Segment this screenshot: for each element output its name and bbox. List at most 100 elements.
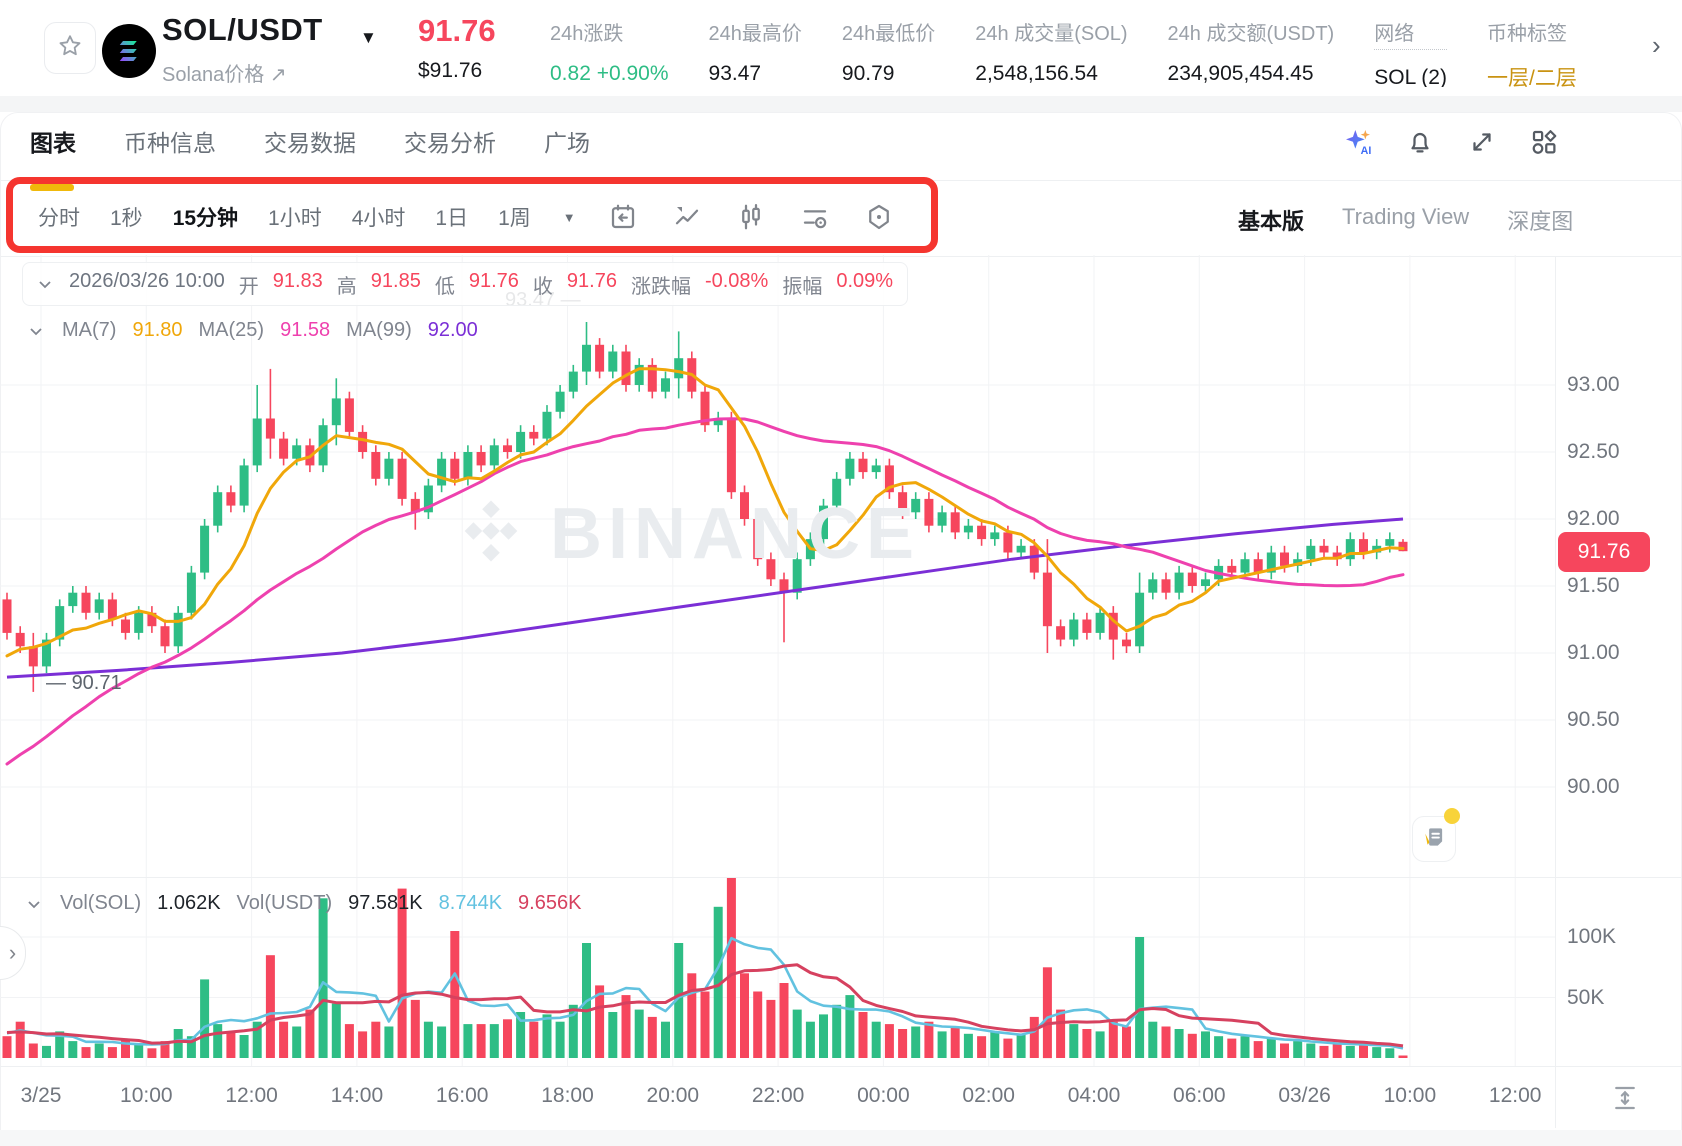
- readout-segment: 2026/03/26 10:00: [69, 269, 225, 292]
- ma-values: MA(7) 91.80 MA(25) 91.58 MA(99) 92.00: [62, 319, 478, 342]
- time-tick-label: 18:00: [541, 1084, 594, 1107]
- timeframe-15分钟[interactable]: 15分钟: [172, 207, 239, 230]
- chart-notes-button[interactable]: [1412, 816, 1456, 862]
- header-stat-value: SOL (2): [1374, 66, 1447, 87]
- price-tick-label: 92.00: [1567, 507, 1620, 530]
- tab-2[interactable]: 币种信息: [124, 130, 216, 156]
- timeframe-1日[interactable]: 1日: [435, 207, 469, 230]
- header-stat-value: 2,548,156.54: [975, 62, 1098, 85]
- timeframe-分时[interactable]: 分时: [38, 207, 80, 230]
- tabs-divider: [1, 180, 1681, 181]
- timeframe-1小时[interactable]: 1小时: [268, 207, 322, 230]
- last-price-badge: 91.76: [1558, 532, 1650, 572]
- readout-segment: 97.581K: [348, 892, 423, 914]
- external-link-icon: ↗: [269, 64, 287, 86]
- readout-segment: -0.08%: [704, 269, 769, 292]
- pair-subtitle[interactable]: Solana价格 ↗: [162, 64, 287, 86]
- ai-icon[interactable]: AI: [1342, 126, 1374, 158]
- volume-tick-label: 100K: [1567, 925, 1617, 948]
- fullscreen-icon[interactable]: [1466, 126, 1498, 158]
- header-stat: 24h最低价 90.79: [842, 17, 935, 87]
- time-tick-label: 00:00: [857, 1084, 910, 1107]
- header-stat-label: 币种标签: [1486, 23, 1567, 45]
- readout-segment: 91.83: [272, 269, 323, 292]
- timeframe-1周[interactable]: 1周: [498, 207, 531, 230]
- readout-segment: MA(7): [62, 319, 117, 341]
- header-stat-label: 24h涨跌: [550, 23, 624, 45]
- pair-dropdown-caret-icon[interactable]: ▼: [360, 28, 377, 47]
- volume-chart[interactable]: [0, 877, 1555, 1066]
- readout-segment: 涨跌幅: [630, 275, 691, 298]
- bell-icon[interactable]: [1404, 126, 1436, 158]
- tab-3[interactable]: 交易数据: [264, 130, 356, 156]
- collapse-chevron-icon[interactable]: [26, 896, 42, 912]
- solana-logo: [102, 24, 156, 78]
- collapse-chevron-icon[interactable]: [28, 323, 44, 339]
- price-tick-label: 93.00: [1567, 373, 1620, 396]
- collapse-chevron-icon[interactable]: [37, 276, 53, 292]
- layout-icon[interactable]: [1528, 126, 1560, 158]
- time-tick-label: 16:00: [435, 1084, 489, 1107]
- view-mode-3[interactable]: 深度图: [1507, 209, 1574, 234]
- readout-segment: Vol(USDT): [236, 892, 333, 914]
- star-icon: [57, 33, 83, 64]
- header-stat-value: 90.79: [841, 62, 895, 85]
- header-stat-value: 一层/二层: [1486, 67, 1577, 87]
- candlestick-chart[interactable]: [0, 255, 1555, 877]
- timeframe-1秒[interactable]: 1秒: [110, 207, 143, 230]
- ma-readout: MA(7) 91.80 MA(25) 91.58 MA(99) 92.00: [28, 319, 478, 342]
- scale-icon: [1610, 1083, 1640, 1118]
- notification-dot: [1444, 808, 1460, 824]
- binance-logo-icon: [452, 492, 530, 575]
- pair-title[interactable]: SOL/USDT: [162, 12, 323, 47]
- price-tick-label: 91.00: [1567, 641, 1620, 664]
- timeframe-4小时[interactable]: 4小时: [351, 207, 406, 230]
- pane-divider: [0, 877, 1682, 878]
- header-stats: 24h涨跌 0.82 +0.90% 24h最高价 93.47 24h最低价 90.79 24…: [550, 17, 1682, 87]
- readout-segment: 高: [336, 275, 357, 298]
- axis-scale-button[interactable]: [1602, 1078, 1648, 1122]
- last-price-usd: $91.76: [418, 59, 483, 82]
- header-stat-value: 93.47: [708, 62, 762, 85]
- tab-1[interactable]: 图表: [30, 130, 76, 156]
- chart-style-icon[interactable]: [670, 200, 704, 234]
- price-tick-label: 90.00: [1567, 775, 1620, 798]
- settings-hex-icon[interactable]: [862, 200, 896, 234]
- readout-segment: 91.76: [468, 269, 519, 292]
- active-tab-underline: [30, 184, 74, 191]
- header-more-chevron-icon[interactable]: ›: [1652, 30, 1661, 60]
- time-tick-label: 14:00: [330, 1084, 384, 1107]
- binance-watermark: BINANCE: [452, 492, 920, 575]
- indicator-icon[interactable]: [798, 200, 832, 234]
- header-stat-label: 24h最低价: [841, 23, 936, 45]
- header-stat: 24h 成交量(SOL) 2,548,156.54: [975, 17, 1127, 87]
- header-stat-label: 网络: [1374, 17, 1447, 50]
- timeframe-dropdown-caret-icon[interactable]: ▼: [562, 209, 576, 225]
- readout-segment: 开: [238, 275, 259, 298]
- time-tick-label: 3/25: [20, 1084, 62, 1107]
- time-tick-label: 03/26: [1278, 1084, 1331, 1107]
- readout-segment: 1.062K: [157, 892, 221, 914]
- favorite-star-button[interactable]: [44, 22, 96, 74]
- time-tick-label: 22:00: [751, 1084, 805, 1107]
- footer-strip: [0, 1130, 1682, 1146]
- view-mode-1[interactable]: 基本版: [1238, 209, 1305, 234]
- tab-5[interactable]: 广场: [544, 130, 590, 156]
- readout-segment: 振幅: [782, 275, 823, 298]
- readout-segment: 0.09%: [836, 269, 894, 292]
- timeframe-toolbar: 分时 1秒 15分钟 1小时 4小时 1日 1周 ▼: [38, 200, 896, 234]
- candlestick-icon[interactable]: [734, 200, 768, 234]
- readout-segment: Vol(SOL): [60, 892, 142, 914]
- last-price: 91.76: [418, 13, 496, 48]
- header-stat-label: 24h最高价: [708, 23, 802, 45]
- replay-icon[interactable]: [606, 200, 640, 234]
- chart-view-modes: 基本版 Trading View 深度图: [1238, 204, 1573, 236]
- price-axis-divider: [1555, 256, 1556, 1128]
- tab-4[interactable]: 交易分析: [404, 130, 496, 156]
- note-document-icon: [1421, 824, 1447, 855]
- view-mode-2[interactable]: Trading View: [1342, 204, 1470, 229]
- time-tick-label: 12:00: [225, 1084, 278, 1107]
- header-stat-value: 0.82 +0.90%: [550, 62, 669, 85]
- readout-segment: 9.656K: [518, 892, 582, 914]
